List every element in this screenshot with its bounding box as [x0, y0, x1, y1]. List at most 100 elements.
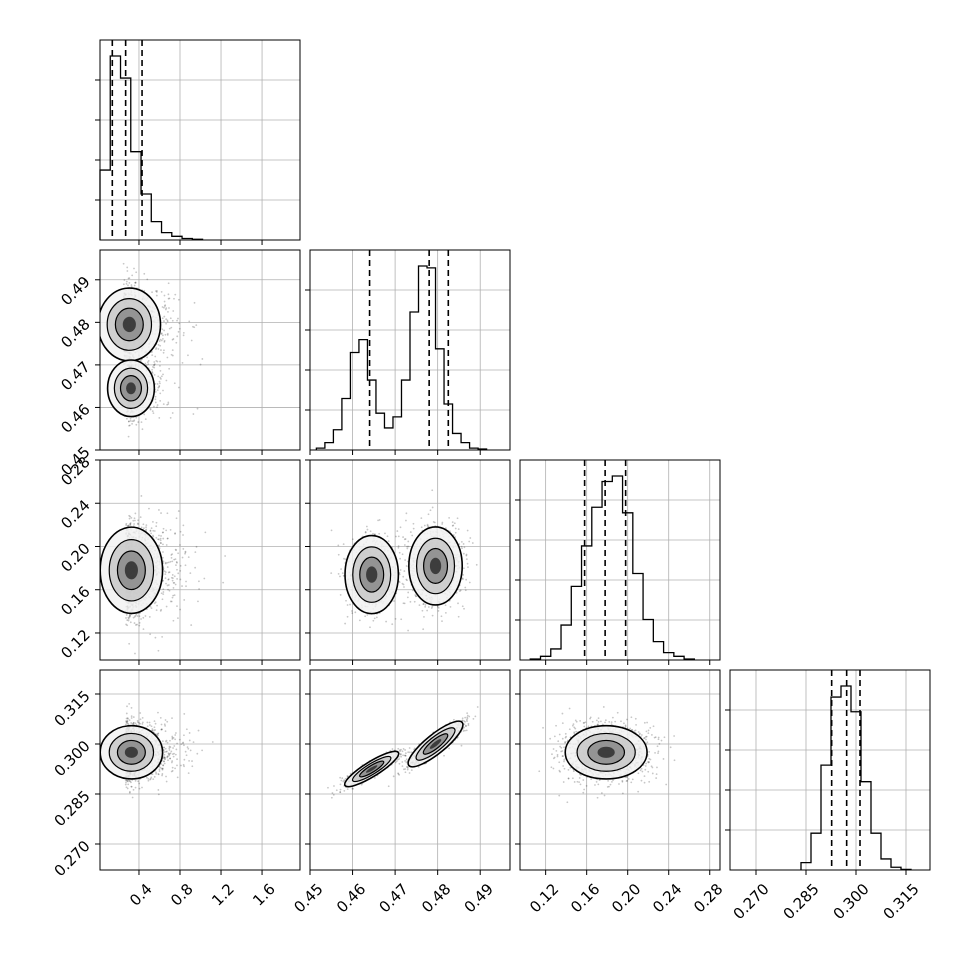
scatter-point	[152, 366, 154, 368]
scatter-point	[343, 557, 345, 560]
scatter-point	[160, 332, 163, 335]
scatter-point	[189, 572, 192, 575]
scatter-point	[153, 364, 156, 367]
scatter-point	[182, 534, 184, 536]
scatter-point	[369, 626, 371, 629]
scatter-point	[153, 366, 156, 369]
scatter-point	[396, 530, 399, 532]
scatter-point	[195, 545, 198, 548]
scatter-point	[138, 782, 141, 785]
scatter-point	[179, 530, 182, 533]
scatter-point	[155, 294, 158, 297]
scatter-point	[155, 771, 157, 774]
scatter-point	[125, 720, 127, 722]
scatter-point	[128, 790, 131, 793]
scatter-point	[153, 602, 156, 605]
scatter-point	[351, 538, 354, 541]
scatter-point	[161, 556, 164, 559]
scatter-point	[185, 728, 188, 731]
scatter-point	[127, 616, 130, 619]
scatter-point	[130, 706, 133, 709]
scatter-point	[176, 742, 179, 745]
scatter-point	[127, 722, 130, 725]
scatter-point	[179, 608, 182, 611]
scatter-point	[126, 525, 129, 527]
scatter-point	[171, 736, 174, 739]
scatter-point	[165, 529, 168, 532]
scatter-point	[176, 758, 178, 761]
scatter-point	[183, 599, 186, 601]
scatter-point	[159, 400, 162, 402]
scatter-point	[196, 407, 199, 410]
histogram-step	[800, 685, 912, 871]
scatter-point	[147, 363, 150, 366]
scatter-point	[151, 729, 154, 732]
scatter-point	[182, 741, 185, 744]
scatter-point	[163, 760, 166, 763]
scatter-point	[156, 406, 158, 409]
scatter-point	[133, 517, 136, 520]
scatter-point	[170, 761, 173, 764]
scatter-point	[167, 310, 169, 313]
histogram-panel	[515, 459, 721, 665]
scatter-point	[166, 756, 169, 759]
scatter-point	[161, 740, 164, 743]
scatter-point	[171, 338, 174, 341]
scatter-point	[163, 339, 166, 342]
scatter-point	[159, 376, 162, 379]
scatter-point	[167, 293, 170, 296]
scatter-point	[155, 525, 158, 528]
scatter-point	[128, 424, 130, 427]
scatter-point	[158, 380, 161, 383]
scatter-point	[330, 529, 333, 532]
scatter-point	[402, 602, 405, 605]
scatter-point	[151, 350, 153, 353]
scatter-point	[161, 635, 164, 638]
scatter-point	[171, 735, 174, 738]
scatter-point	[128, 779, 131, 782]
scatter-point	[174, 583, 177, 586]
scatter-point	[153, 405, 155, 408]
scatter-point	[160, 349, 162, 351]
scatter-point	[174, 734, 177, 736]
scatter-point	[345, 599, 347, 602]
scatter-point	[164, 577, 167, 580]
scatter-point	[161, 334, 164, 337]
scatter-point	[190, 624, 193, 626]
scatter-point	[372, 532, 374, 535]
scatter-point	[179, 564, 182, 567]
scatter-point	[185, 754, 188, 757]
scatter-point	[161, 531, 164, 534]
scatter-point	[171, 574, 174, 576]
scatter-point	[132, 519, 135, 522]
density-contour	[124, 746, 138, 758]
scatter-point	[129, 524, 132, 527]
scatter-point	[403, 602, 406, 605]
scatter-point	[167, 755, 169, 758]
scatter-point	[126, 779, 128, 782]
scatter-point	[158, 770, 161, 772]
scatter-point	[346, 615, 349, 618]
scatter-point	[159, 360, 161, 363]
scatter-point	[159, 382, 161, 385]
scatter-point	[160, 333, 163, 335]
scatter-point	[169, 739, 171, 742]
scatter-point	[168, 367, 171, 370]
scatter-point	[132, 788, 135, 791]
scatter-point	[173, 752, 175, 755]
scatter-point	[182, 331, 185, 334]
scatter-point	[167, 578, 170, 581]
scatter-point	[162, 760, 165, 763]
scatter-point	[159, 542, 162, 544]
scatter-point	[153, 720, 156, 723]
scatter-point	[128, 702, 131, 705]
scatter-point	[137, 780, 140, 783]
scatter-point	[126, 720, 129, 723]
scatter-point	[401, 553, 404, 556]
scatter-point	[165, 322, 168, 325]
scatter-point	[125, 723, 127, 726]
scatter-point	[154, 395, 157, 398]
scatter-point	[187, 556, 190, 559]
scatter-point	[157, 773, 160, 776]
panel-frame	[309, 249, 511, 451]
